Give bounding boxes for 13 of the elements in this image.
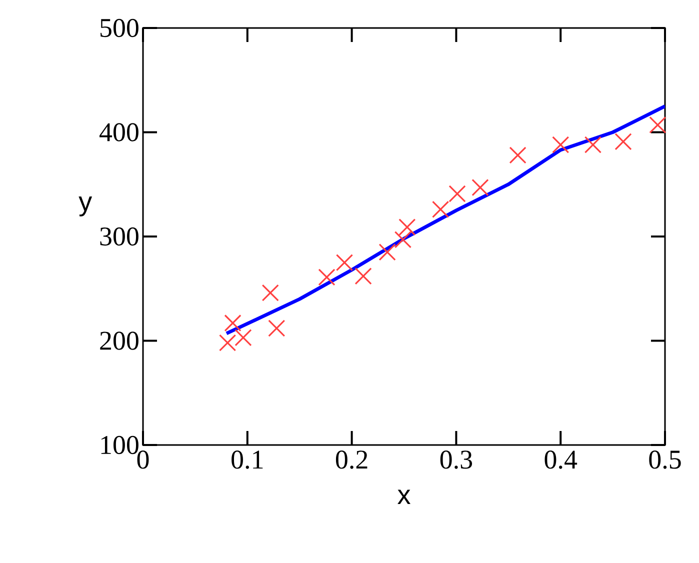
x-tick-label: 0 [137,450,149,469]
x-tick-label: 0.3 [440,450,472,469]
y-tick-label: 300 [100,227,138,246]
y-tick-label: 500 [100,18,138,38]
y-tick-label: 400 [100,123,138,142]
y-tick-label: 100 [101,436,138,454]
y-axis-title: y [78,196,92,216]
x-tick-label: 0.2 [336,450,368,469]
x-axis-title: x [398,490,410,504]
y-tick-label: 200 [100,332,138,350]
x-tick-label: 0.1 [232,450,263,469]
x-tick-label: 0.4 [544,450,578,469]
x-tick-label: 0.5 [649,450,681,469]
